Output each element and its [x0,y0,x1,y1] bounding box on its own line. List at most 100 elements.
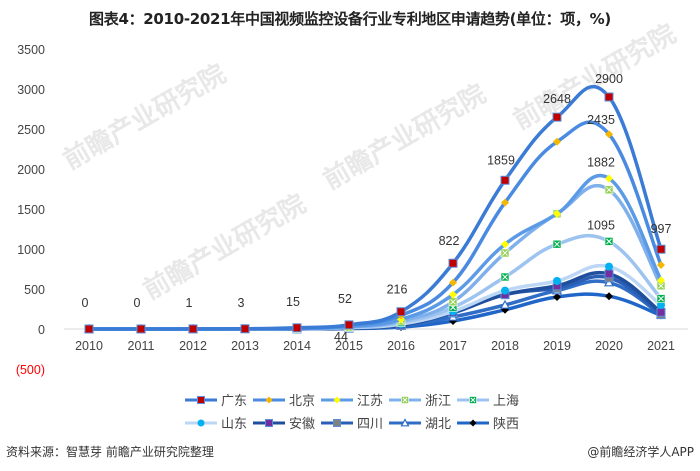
y-tick-label: 2000 [17,163,45,177]
legend-item-山东[interactable]: 山东 [185,413,253,432]
watermark: 前瞻产业研究院 [58,58,231,176]
legend-item-四川[interactable]: 四川 [321,413,389,432]
data-point-marker[interactable] [657,261,665,269]
y-tick-label: 3000 [17,83,45,97]
data-label: 822 [439,234,460,248]
data-point-marker[interactable] [553,277,561,285]
data-point-marker[interactable] [84,324,94,334]
x-tick-label: 2015 [335,339,363,353]
data-point-marker[interactable] [553,137,561,146]
data-point-marker[interactable] [605,292,613,301]
legend-swatch-icon [389,395,421,404]
data-point-marker[interactable] [605,130,613,139]
data-point-marker[interactable] [604,269,614,279]
x-tick-label: 2018 [491,339,519,353]
legend-swatch-icon [457,419,489,426]
data-point-marker[interactable] [605,174,613,183]
chart-title: 图表4：2010-2021年中国视频监控设备行业专利地区申请趋势(单位：项，%) [89,10,611,28]
data-label: 15 [286,295,300,309]
data-label: 1882 [587,155,615,169]
data-point-marker[interactable] [656,307,666,317]
data-point-marker[interactable] [188,324,198,334]
x-tick-label: 2012 [179,339,207,353]
data-point-marker[interactable] [605,262,613,271]
data-point-marker[interactable] [136,324,146,334]
legend-item-北京[interactable]: 北京 [253,390,321,409]
series-浙江 [84,183,666,334]
y-tick-label: 1000 [17,243,45,257]
x-tick-label: 2017 [439,339,467,353]
legend-swatch-icon [185,419,217,426]
legend-item-江苏[interactable]: 江苏 [321,390,389,409]
legend-label: 陕西 [493,417,520,432]
y-tick-label: 2500 [17,123,45,137]
data-label: 2900 [595,72,623,86]
data-label: 0 [134,296,141,310]
legend-label: 江苏 [357,394,384,409]
data-point-marker[interactable] [344,320,354,330]
data-point-marker[interactable] [448,258,458,268]
data-label: 3 [238,296,245,310]
data-point-marker[interactable] [501,240,509,249]
y-tick-label: 0 [38,323,45,337]
legend-item-上海[interactable]: 上海 [457,390,525,409]
x-tick-label: 2013 [231,339,259,353]
data-label: 1095 [587,218,615,232]
data-point-marker[interactable] [449,278,457,287]
legend-item-广东[interactable]: 广东 [185,390,253,409]
data-point-marker[interactable] [292,323,302,333]
data-label: 1859 [487,153,515,167]
data-point-marker[interactable] [657,301,665,309]
data-point-marker[interactable] [552,112,562,122]
data-point-marker[interactable] [240,324,250,334]
watermark: 前瞻产业研究院 [318,78,491,196]
watermark: 前瞻产业研究院 [138,188,311,306]
data-label: 2435 [587,113,615,127]
data-point-marker[interactable] [501,286,509,295]
legend: 广东 北京 江苏 浙江 上海 山东 安徽 四川 湖北 陕西 [185,388,605,434]
data-point-marker[interactable] [656,244,666,254]
data-point-marker[interactable] [449,290,457,299]
data-point-marker[interactable] [501,198,509,207]
x-tick-label: 2010 [75,339,103,353]
legend-item-浙江[interactable]: 浙江 [389,390,457,409]
legend-swatch-icon [185,395,217,404]
x-tick-label: 2014 [283,339,311,353]
data-label: 1 [186,296,193,310]
data-label: 0 [82,296,89,310]
legend-row: 山东 安徽 四川 湖北 陕西 [185,411,605,434]
data-point-marker[interactable] [553,209,561,218]
data-point-marker[interactable] [657,276,665,285]
legend-item-湖北[interactable]: 湖北 [389,413,457,432]
legend-label: 山东 [221,417,248,432]
x-tick-label: 2021 [647,339,675,353]
x-tick-label: 2011 [128,339,155,353]
legend-swatch-icon [457,395,489,404]
legend-row: 广东 北京 江苏 浙江 上海 [185,388,605,411]
legend-swatch-icon [321,418,353,427]
legend-label: 四川 [357,417,384,432]
legend-label: 北京 [289,394,316,409]
legend-item-陕西[interactable]: 陕西 [457,413,525,432]
data-point-marker[interactable] [604,92,614,102]
series-广东 [84,84,666,334]
data-point-marker[interactable] [499,299,511,309]
legend-swatch-icon [253,396,285,403]
data-label: 44 [334,330,348,344]
y-tick-label: 1500 [17,203,45,217]
legend-label: 湖北 [425,417,452,432]
y-tick-label: 3500 [17,43,45,57]
data-label: 997 [651,222,672,236]
data-point-marker[interactable] [396,307,406,317]
legend-swatch-icon [389,417,421,426]
credit-note: @前瞻经济学人APP [587,445,694,459]
line-chart: 前瞻产业研究院 前瞻产业研究院前瞻产业研究院前瞻产业研究院350030002500… [16,18,688,377]
data-point-marker[interactable] [500,175,510,185]
data-point-marker[interactable] [553,293,561,301]
legend-swatch-icon [321,396,353,403]
legend-swatch-icon [253,418,285,427]
x-tick-label: 2016 [387,339,415,353]
legend-item-安徽[interactable]: 安徽 [253,413,321,432]
source-note: 资料来源：智慧芽 前瞻产业研究院整理 [6,445,214,459]
legend-label: 广东 [221,394,248,409]
